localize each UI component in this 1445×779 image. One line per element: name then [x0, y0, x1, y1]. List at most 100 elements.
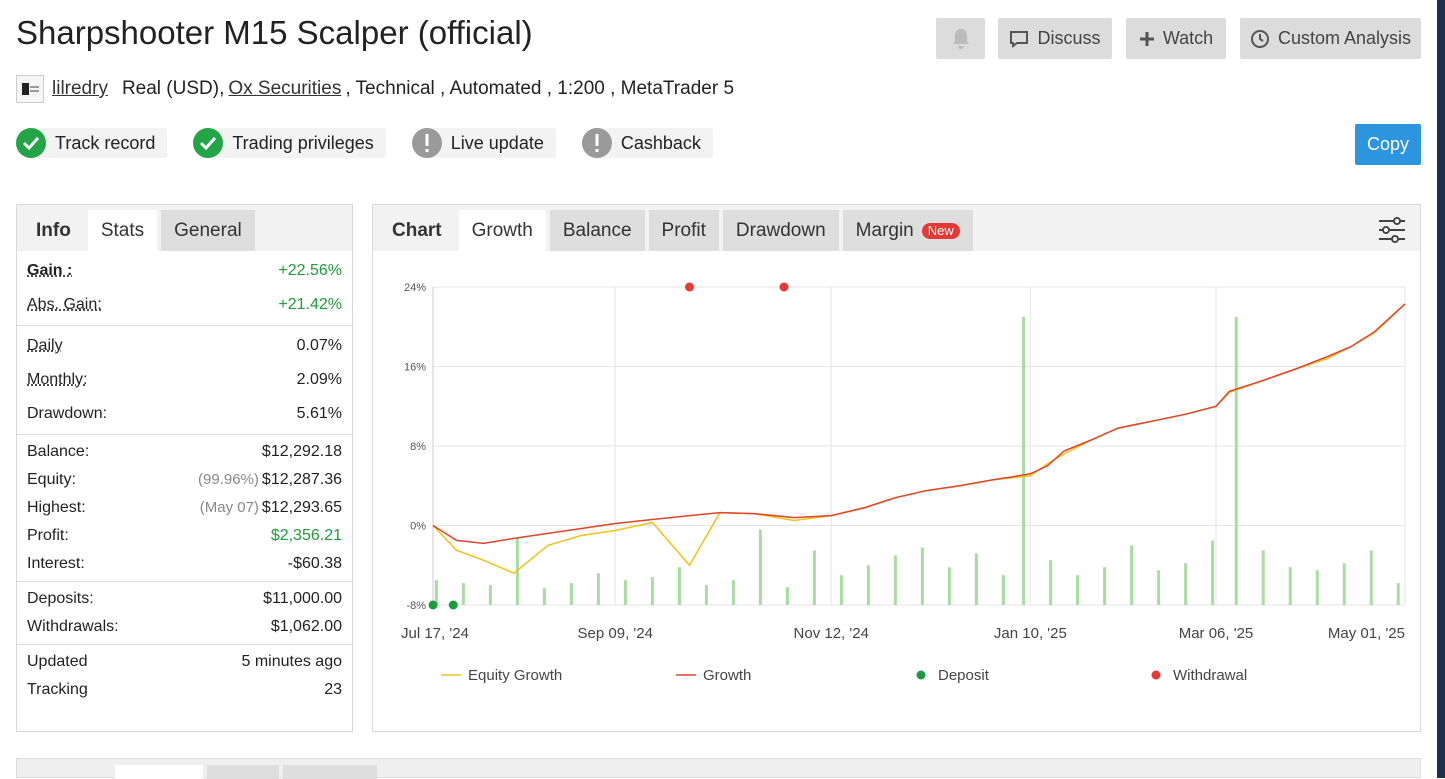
point: [448, 600, 458, 610]
tab[interactable]: Growth: [458, 210, 546, 251]
stats-group: Gain : +22.56% Abs. Gain: +21.42%: [17, 251, 352, 326]
stats-tabs: Info Stats General: [17, 205, 352, 251]
bar: [1001, 575, 1005, 605]
tab-label: Stats: [100, 219, 145, 241]
badge-label: Live update: [450, 132, 544, 153]
user-link[interactable]: lilredry: [52, 78, 108, 99]
discuss-button[interactable]: Discuss: [998, 18, 1112, 59]
tab-label: Chart: [392, 219, 442, 241]
stats-row: Equity: (99.96%) $12,287.36: [17, 466, 352, 494]
stats-note: (May 07): [199, 499, 259, 516]
badge: Live update: [411, 128, 556, 158]
stats-value: 5.61%: [296, 405, 342, 422]
copy-button[interactable]: Copy: [1355, 124, 1421, 165]
bar: [1261, 550, 1265, 605]
stats-value: 2.09%: [296, 371, 342, 388]
stats-group: Daily 0.07% Monthly: 2.09% Drawdown: 5.61%: [17, 326, 352, 435]
alert-button[interactable]: [936, 18, 985, 59]
stats-row: Balance: $12,292.18: [17, 438, 352, 466]
scrollbar: [1437, 0, 1445, 778]
stats-value-wrap: $1,062.00: [271, 618, 342, 636]
icon-dot: [425, 149, 429, 152]
x-tick-label: Nov 12, '24: [794, 625, 869, 642]
stats-label: Withdrawals:: [27, 618, 119, 635]
legend-label: Withdrawal: [1173, 667, 1247, 684]
icon-circle: [16, 128, 46, 158]
stats-value: 0.07%: [296, 337, 342, 354]
legend-swatch: [916, 670, 926, 680]
broker-link[interactable]: Ox Securities: [228, 78, 342, 99]
stats-value: -$60.38: [287, 555, 342, 572]
lower-tab[interactable]: [283, 765, 377, 779]
badge-icon: [411, 128, 442, 158]
bar: [434, 580, 438, 605]
bar: [758, 529, 762, 605]
tab[interactable]: Stats: [87, 210, 158, 251]
point: [428, 600, 438, 610]
watch-button[interactable]: Watch: [1126, 18, 1226, 59]
stats-row: Abs. Gain: +21.42%: [17, 288, 352, 322]
stats-row: Updated 5 minutes ago: [17, 648, 352, 676]
stats-row: Deposits: $11,000.00: [17, 585, 352, 613]
bar: [1369, 550, 1373, 605]
stats-label: Monthly:: [27, 371, 88, 388]
x-tick-label: Sep 09, '24: [578, 625, 653, 642]
bar: [974, 553, 978, 605]
account-details: , Technical , Automated , 1:200 , MetaTr…: [345, 78, 735, 99]
tab[interactable]: Profit: [648, 210, 719, 251]
x-tick-label: May 01, '25: [1328, 625, 1405, 642]
stats-value-wrap: 5 minutes ago: [241, 653, 342, 671]
bar: [839, 575, 843, 605]
legend-label: Deposit: [938, 667, 990, 684]
tab[interactable]: Margin New: [842, 210, 973, 251]
bar: [1396, 583, 1400, 605]
stats-value: +22.56%: [278, 262, 342, 279]
stats-value-wrap: 5.61%: [297, 405, 342, 423]
stats-value-wrap: (99.96%) $12,287.36: [198, 471, 342, 489]
bar: [1288, 567, 1292, 605]
tab[interactable]: Balance: [549, 210, 645, 251]
stats-value: 5 minutes ago: [241, 653, 342, 670]
button-label: Custom Analysis: [1277, 28, 1412, 48]
bar: [650, 577, 654, 605]
stats-value: +21.42%: [278, 296, 342, 313]
custom-analysis-button[interactable]: Custom Analysis: [1240, 18, 1421, 59]
stats-value-wrap: +21.42%: [278, 296, 342, 314]
account-type: Real (USD),: [121, 78, 225, 99]
tab-label: Margin: [855, 219, 914, 241]
bar: [1076, 575, 1080, 605]
stats-value-wrap: (May 07) $12,293.65: [200, 499, 342, 517]
stats-row: Interest: -$60.38: [17, 550, 352, 578]
bar: [1342, 563, 1346, 605]
stats-label: Highest:: [27, 499, 86, 516]
x-tick-label: Mar 06, '25: [1179, 625, 1254, 642]
stats-row: Profit: $2,356.21: [17, 522, 352, 550]
stats-body: Gain : +22.56% Abs. Gain: +21.42% Daily 0.07%…: [17, 251, 352, 707]
stats-row: Drawdown: 5.61%: [17, 397, 352, 431]
bar: [488, 585, 492, 605]
stats-value: $12,287.36: [261, 471, 342, 488]
stats-row: Daily 0.07%: [17, 329, 352, 363]
lower-tab[interactable]: [115, 765, 203, 779]
stats-value-wrap: +22.56%: [278, 262, 342, 280]
stats-row: Highest: (May 07) $12,293.65: [17, 494, 352, 522]
stats-value: $12,293.65: [261, 499, 342, 516]
tab: Info: [23, 210, 84, 251]
legend-label: Growth: [703, 667, 751, 684]
bar: [623, 580, 627, 605]
bar: [704, 585, 708, 605]
tab[interactable]: Drawdown: [722, 210, 839, 251]
bar: [893, 555, 897, 605]
lower-tab[interactable]: [207, 765, 279, 779]
y-tick-label: 24%: [404, 282, 426, 294]
tab[interactable]: General: [161, 210, 255, 251]
plus-icon: [1139, 31, 1154, 46]
point: [685, 282, 694, 292]
bar: [1103, 567, 1107, 605]
stats-value-wrap: 0.07%: [297, 337, 342, 355]
stats-value-wrap: $2,356.21: [271, 527, 342, 545]
badge: Track record: [16, 128, 168, 158]
settings-icon[interactable]: [1378, 217, 1406, 243]
